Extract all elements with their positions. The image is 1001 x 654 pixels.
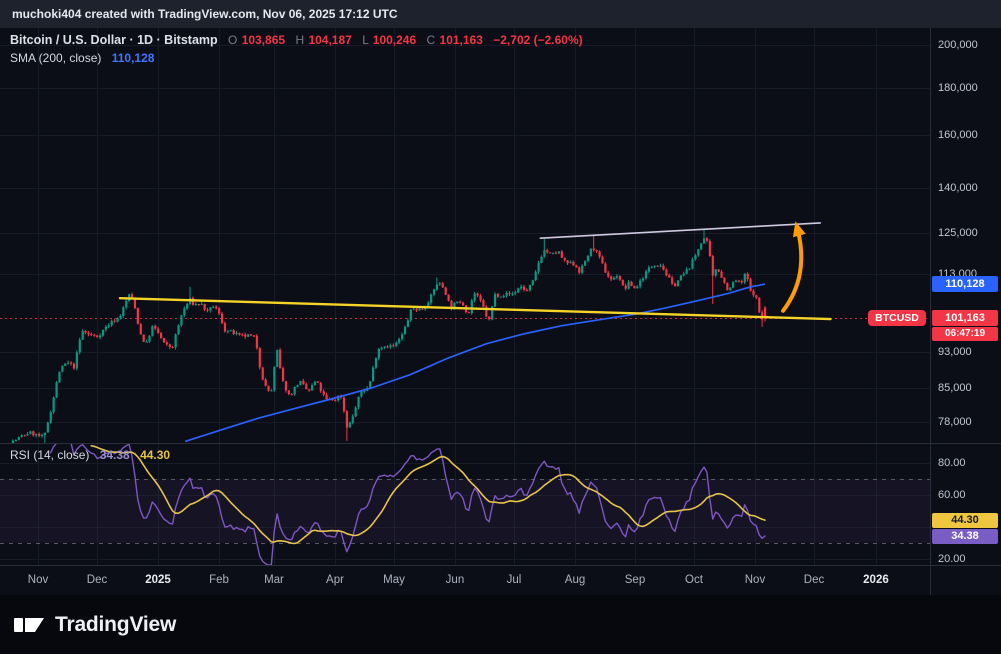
price-axis[interactable]: 200,000180,000160,000140,000125,000113,0… [930, 28, 1001, 565]
time-axis-label: 2026 [863, 565, 889, 595]
price-axis-label: 140,000 [930, 181, 1001, 195]
time-axis-label: Dec [87, 565, 107, 595]
high-value: 104,187 [308, 33, 351, 47]
price-axis-label: 78,000 [930, 415, 1001, 429]
time-axis-label: Nov [28, 565, 48, 595]
change-value: −2,702 (−2.60%) [493, 33, 582, 47]
close-label: C [427, 33, 436, 47]
low-label: L [362, 33, 368, 47]
time-axis-label: May [383, 565, 405, 595]
rsi-ma-badge: 44.30 [932, 513, 998, 528]
open-value: 103,865 [242, 33, 285, 47]
rsi-value: 34.38 [100, 448, 130, 462]
rsi-axis-label: 20.00 [930, 552, 1001, 566]
rsi-axis-label: 60.00 [930, 488, 1001, 502]
time-axis-label: Mar [264, 565, 284, 595]
time-axis-label: Nov [745, 565, 765, 595]
time-axis-label: Feb [209, 565, 229, 595]
footer-bar: TradingView [0, 595, 1001, 654]
price-axis-label: 160,000 [930, 128, 1001, 142]
time-axis-label: Dec [804, 565, 824, 595]
time-axis-label: Jul [507, 565, 522, 595]
rsi-label: RSI (14, close) [10, 448, 89, 462]
rsi-value-badge: 34.38 [932, 529, 998, 544]
sma-price-badge: 110,128 [932, 276, 998, 292]
close-value: 101,163 [440, 33, 483, 47]
sma-value: 110,128 [112, 51, 155, 65]
sma-legend[interactable]: SMA (200, close) 110,128 [10, 51, 154, 65]
rsi-legend[interactable]: RSI (14, close) 34.38 44.30 [10, 448, 170, 462]
time-axis-label: Apr [326, 565, 344, 595]
rsi-axis-label: 80.00 [930, 456, 1001, 470]
low-value: 100,246 [373, 33, 416, 47]
chart-canvas[interactable] [0, 28, 1001, 595]
brand-text: TradingView [55, 613, 176, 637]
symbol-pill: BTCUSD [868, 310, 926, 326]
price-axis-label: 85,000 [930, 381, 1001, 395]
open-label: O [228, 33, 237, 47]
high-label: H [295, 33, 304, 47]
countdown-badge: 06:47:19 [932, 327, 998, 341]
time-axis-label: 2025 [145, 565, 171, 595]
rsi-ma-value: 44.30 [140, 448, 170, 462]
attribution-text: muchoki404 created with TradingView.com,… [12, 7, 397, 21]
time-axis[interactable]: Nov Dec 2025 Feb Mar Apr May Jun Jul Aug Sep Oct Nov… [0, 565, 930, 595]
symbol-legend[interactable]: Bitcoin / U.S. Dollar · 1D · Bitstamp O … [10, 33, 583, 47]
sma-label: SMA (200, close) [10, 51, 101, 65]
price-axis-label: 125,000 [930, 226, 1001, 240]
attribution-bar: muchoki404 created with TradingView.com,… [0, 0, 1001, 28]
symbol-title: Bitcoin / U.S. Dollar · 1D · Bitstamp [10, 33, 218, 47]
tradingview-logo-icon [12, 612, 46, 638]
time-axis-label: Sep [625, 565, 645, 595]
price-axis-label: 200,000 [930, 38, 1001, 52]
price-axis-label: 180,000 [930, 81, 1001, 95]
last-price-badge: 101,163 [932, 310, 998, 326]
chart-area: Bitcoin / U.S. Dollar · 1D · Bitstamp O … [0, 28, 1001, 595]
time-axis-label: Jun [446, 565, 465, 595]
time-axis-label: Oct [685, 565, 703, 595]
tradingview-brand[interactable]: TradingView [12, 612, 176, 638]
price-axis-label: 93,000 [930, 345, 1001, 359]
time-axis-label: Aug [565, 565, 585, 595]
